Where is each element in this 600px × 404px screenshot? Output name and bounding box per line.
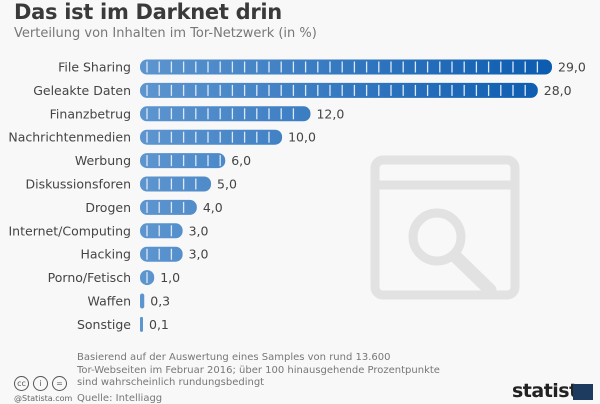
chart-title: Das ist im Darknet drin	[14, 0, 282, 24]
statista-logo-mark	[573, 384, 593, 400]
value-label: 5,0	[217, 177, 237, 192]
note-line: Tor-Webseiten im Februar 2016; über 100 …	[77, 364, 440, 376]
value-label: 4,0	[203, 200, 223, 215]
category-label: Porno/Fetisch	[48, 270, 131, 285]
note-line: Basierend auf der Auswertung eines Sampl…	[77, 352, 391, 363]
value-label: 3,0	[189, 247, 209, 262]
bar	[140, 129, 283, 145]
chart-note: Basierend auf der Auswertung eines Sampl…	[77, 352, 440, 390]
category-label: Hacking	[80, 247, 131, 262]
bar	[140, 293, 145, 309]
value-label: 6,0	[231, 153, 251, 168]
note-line: sind wahrscheinlich rundungsbedingt	[77, 377, 265, 388]
value-label: 29,0	[558, 60, 586, 75]
category-label: Sonstige	[77, 317, 131, 332]
category-label: Diskussionsforen	[26, 177, 132, 192]
bar	[140, 199, 197, 215]
category-label: File Sharing	[58, 60, 131, 75]
bar	[140, 176, 212, 192]
license-icons: cc i =	[14, 376, 67, 391]
bar	[140, 316, 143, 332]
value-label: 10,0	[288, 130, 316, 145]
bar	[140, 106, 311, 122]
source: Quelle: Intelliagg	[77, 393, 163, 404]
category-label: Waffen	[88, 294, 131, 309]
category-label: Werbung	[75, 153, 131, 168]
category-label: Internet/Computing	[9, 223, 132, 238]
category-label: Finanzbetrug	[50, 106, 131, 121]
category-label: Geleakte Daten	[33, 83, 131, 98]
value-label: 12,0	[316, 106, 344, 121]
bar	[140, 153, 226, 169]
value-label: 28,0	[544, 83, 572, 98]
statista-logo: statista	[512, 380, 591, 402]
value-label: 1,0	[160, 270, 180, 285]
cc-icon: cc	[14, 376, 29, 391]
nd-icon: =	[52, 376, 67, 391]
value-label: 3,0	[189, 223, 209, 238]
bar	[140, 59, 552, 75]
value-label: 0,3	[150, 294, 170, 309]
value-label: 0,1	[149, 317, 169, 332]
credit: @Statista.com	[14, 394, 73, 403]
magnifier-illustration	[370, 155, 520, 300]
by-icon: i	[33, 376, 48, 391]
category-label: Drogen	[85, 200, 131, 215]
category-label: Nachrichtenmedien	[8, 130, 131, 145]
chart-subtitle: Verteilung von Inhalten im Tor-Netzwerk …	[14, 26, 317, 41]
bar	[140, 82, 538, 98]
